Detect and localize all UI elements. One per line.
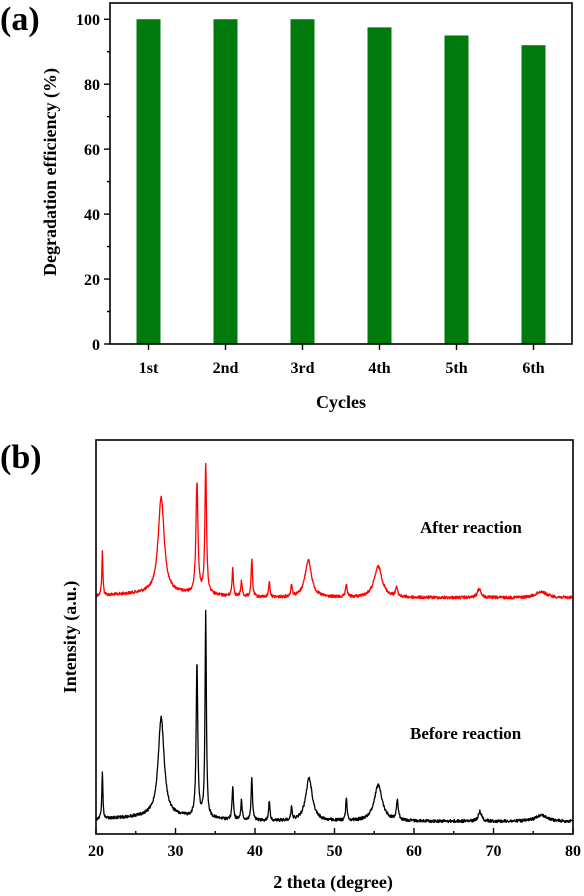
before-reaction-label: Before reaction [410,724,522,743]
x-tick-label: 4th [368,360,390,377]
x-tick-label-b: 20 [88,843,104,860]
y-tick-label: 100 [76,12,100,29]
bar-5th [444,35,469,344]
y-tick-label: 80 [84,77,100,94]
x-axis-ticks-b: 20 30 40 50 60 70 80 [88,828,581,860]
panel-b-line-chart: (b) 20 30 40 50 60 70 80 After reaction Before… [0,439,581,893]
y-tick-label: 20 [84,272,100,289]
x-axis-title-b: 2 theta (degree) [273,872,393,893]
y-tick-label: 40 [84,207,100,224]
x-tick-label-b: 40 [247,843,263,860]
bar-4th [367,27,392,344]
x-tick-label: 6th [522,360,544,377]
y-axis-title-b: Intensity (a.u.) [60,581,81,694]
x-tick-label-b: 80 [565,843,581,860]
xrd-patterns [95,462,574,824]
xrd-line-before [95,609,574,824]
x-tick-label-b: 60 [406,843,422,860]
x-tick-label: 3rd [291,360,315,377]
panel-a-bar-chart: (a) 0 20 40 60 80 100 1st 2nd 3rd 4th 5th 6th Cycl… [0,1,573,412]
plot-frame-a [109,2,573,345]
x-tick-label: 1st [139,360,159,377]
bar-1st [136,19,161,344]
y-axis-title-a: Degradation efficiency (%) [40,68,61,276]
bar-3rd [290,19,315,344]
x-tick-label: 2nd [213,360,239,377]
x-axis-title-a: Cycles [316,392,366,412]
xrd-line-after [95,462,574,600]
panel-b-label: (b) [0,439,42,476]
after-reaction-label: After reaction [420,518,522,537]
bar-6th [521,45,546,344]
bar-2nd [213,19,238,344]
plot-frame-b [95,439,574,835]
panel-a-label: (a) [0,1,40,38]
bar-series [136,19,546,344]
x-tick-label-b: 30 [168,843,184,860]
y-tick-label: 0 [92,337,100,354]
x-tick-label: 5th [445,360,467,377]
y-axis-ticks: 0 20 40 60 80 100 [76,12,110,354]
y-tick-label: 60 [84,142,100,159]
x-tick-label-b: 70 [486,843,502,860]
x-tick-label-b: 50 [327,843,343,860]
x-axis-ticks: 1st 2nd 3rd 4th 5th 6th [139,344,545,377]
